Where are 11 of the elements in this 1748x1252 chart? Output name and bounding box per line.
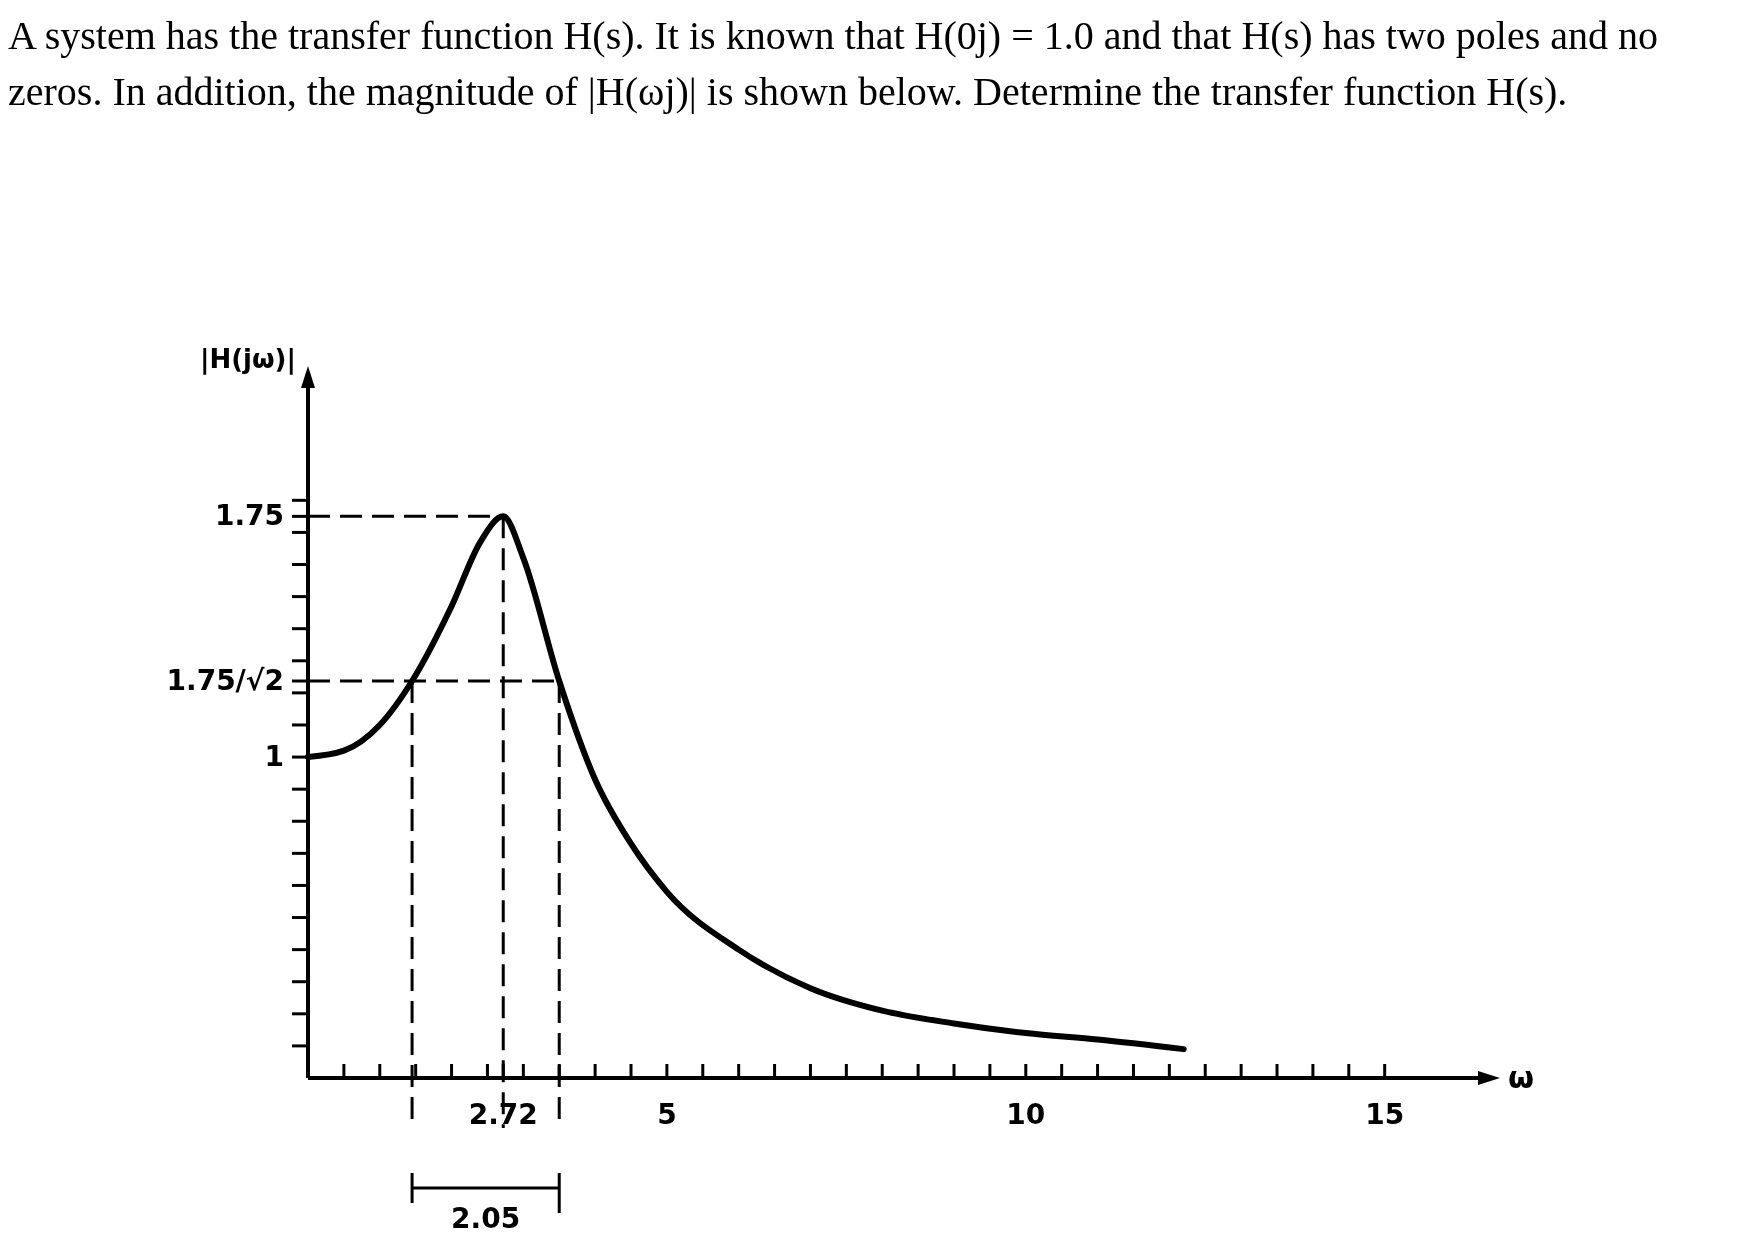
y-tick-label: 1 — [264, 740, 284, 774]
chart-title: A system has the transfer function H(s). It is known that H(0j) = 1.0 and that H(s) has two poles and no zeros. In addition, the magnitude of |H(ωj)| is shown below. Determine the transfer function H(s). — [8, 12, 1660, 116]
x-tick-label: 15 — [1365, 1098, 1405, 1131]
x-tick-label: 2.72 — [468, 1098, 538, 1131]
x-tick-label: 5 — [657, 1098, 677, 1131]
y-axis-title: |H(jω)| — [199, 344, 296, 375]
x-tick-label: 10 — [1006, 1098, 1046, 1131]
y-tick-label: 1.75/√2 — [166, 664, 284, 698]
y-tick-label: 1.75 — [214, 499, 284, 533]
x-axis-title: ω — [1508, 1060, 1535, 1095]
text: 2.05 — [451, 1202, 521, 1235]
